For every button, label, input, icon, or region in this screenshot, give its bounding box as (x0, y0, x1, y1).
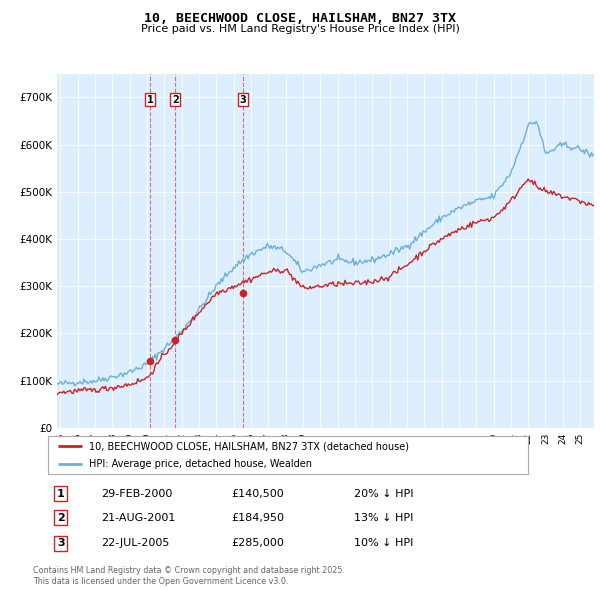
Text: This data is licensed under the Open Government Licence v3.0.: This data is licensed under the Open Gov… (33, 577, 289, 586)
Text: £184,950: £184,950 (232, 513, 284, 523)
Text: 21-AUG-2001: 21-AUG-2001 (101, 513, 176, 523)
Text: Contains HM Land Registry data © Crown copyright and database right 2025.: Contains HM Land Registry data © Crown c… (33, 566, 345, 575)
Text: 3: 3 (240, 95, 247, 104)
Point (170, 336, 180, 345)
Text: 1: 1 (57, 489, 65, 499)
Text: 10% ↓ HPI: 10% ↓ HPI (354, 538, 413, 548)
Point (145, 357, 155, 366)
Text: HPI: Average price, detached house, Wealden: HPI: Average price, detached house, Weal… (89, 459, 312, 469)
Point (238, 289, 248, 298)
Text: 22-JUL-2005: 22-JUL-2005 (101, 538, 170, 548)
Text: 20% ↓ HPI: 20% ↓ HPI (354, 489, 413, 499)
Text: 2: 2 (57, 513, 65, 523)
Text: Price paid vs. HM Land Registry's House Price Index (HPI): Price paid vs. HM Land Registry's House … (140, 24, 460, 34)
Text: £285,000: £285,000 (232, 538, 284, 548)
Text: 13% ↓ HPI: 13% ↓ HPI (354, 513, 413, 523)
Text: 10, BEECHWOOD CLOSE, HAILSHAM, BN27 3TX (detached house): 10, BEECHWOOD CLOSE, HAILSHAM, BN27 3TX … (89, 441, 409, 451)
Text: 3: 3 (57, 538, 65, 548)
Text: 29-FEB-2000: 29-FEB-2000 (101, 489, 173, 499)
Text: 2: 2 (172, 95, 179, 104)
Text: £140,500: £140,500 (232, 489, 284, 499)
Text: 10, BEECHWOOD CLOSE, HAILSHAM, BN27 3TX: 10, BEECHWOOD CLOSE, HAILSHAM, BN27 3TX (144, 12, 456, 25)
Text: 1: 1 (146, 95, 153, 104)
